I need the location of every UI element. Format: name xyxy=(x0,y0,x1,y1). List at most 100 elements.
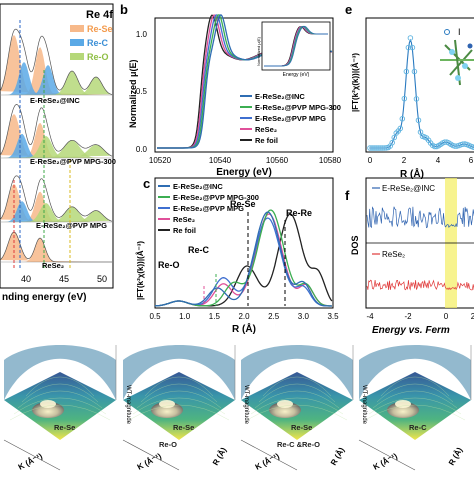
panel-b-x-tick: 10540 xyxy=(209,156,232,165)
dos-series-line xyxy=(366,279,474,291)
legend-label-re-c: Re-C xyxy=(87,38,109,48)
xps-component-peak xyxy=(0,35,111,95)
panel-b-x-label: Energy (eV) xyxy=(216,167,272,178)
panel-e-curve xyxy=(367,35,474,151)
panel-e-data-point xyxy=(405,44,412,51)
legend-swatch-re-c xyxy=(70,39,84,46)
xps-envelope xyxy=(0,175,113,222)
legend-label: ReSe₂ xyxy=(255,125,277,134)
panel-e-data-point xyxy=(415,117,422,124)
wavelet-surface-back xyxy=(241,345,353,400)
panel-e-data-point xyxy=(373,145,379,151)
panel-e-data-point xyxy=(452,143,458,149)
panel-e-data-point xyxy=(375,145,381,151)
wavelet-surface-back xyxy=(4,345,116,400)
panel-b-legend: E-ReSe₂@INC E-ReSe₂@PVP MPG-300 E-ReSe₂@PV… xyxy=(240,92,341,145)
panel-f-x-tick: 2 xyxy=(471,312,474,321)
panel-e-data-point xyxy=(391,134,397,141)
inset-x-label: Energy (eV) xyxy=(283,72,310,78)
panel-c-x-tick: 2.5 xyxy=(268,312,280,321)
wavelet-axis xyxy=(3,439,61,471)
wavelet-axis xyxy=(122,439,180,471)
wavelet-peak-label: Re-C xyxy=(409,423,427,432)
wavelet-peak-label: Re-Se xyxy=(54,423,75,432)
panel-f: f E-ReSe₂@INC ReSe₂ DOS -4 -2 0 2 Energy… xyxy=(345,177,474,336)
wavelet-contour xyxy=(250,397,344,415)
wavelet-contour xyxy=(25,376,95,397)
xps-component-peak xyxy=(0,144,111,158)
wavelet-peak-label: Re-Se xyxy=(291,423,312,432)
legend-label-re-o: Re-O xyxy=(87,52,109,62)
xps-x-tick: 40 xyxy=(21,274,31,284)
wavelet-r-label: R (Å) xyxy=(329,446,347,467)
xps-component-peak xyxy=(0,136,111,158)
panel-f-y-label: DOS xyxy=(350,235,360,255)
wavelet-r-label: R (Å) xyxy=(447,446,465,467)
panel-b-x-tick: 10520 xyxy=(149,156,172,165)
panel-b-frame xyxy=(154,17,334,153)
wavelet-contour xyxy=(246,404,348,421)
legend-label: E-ReSe₂@INC xyxy=(255,92,305,101)
panel-c-y-label: |FT(k²χ(k))|(Å⁻³) xyxy=(136,241,145,300)
ft-curves xyxy=(154,209,333,307)
panel-c-x-ticks: 0.5 1.0 1.5 2.0 2.5 3.0 3.5 xyxy=(149,312,339,321)
wavelet-contour xyxy=(13,397,107,415)
inset-series-line xyxy=(264,25,328,67)
panel-c-x-tick: 1.0 xyxy=(179,312,191,321)
xps-sample-label: E-ReSe₂@PVP MPG xyxy=(36,221,107,230)
wavelet-peak-top xyxy=(40,400,56,408)
panel-b-x-tick: 10580 xyxy=(319,156,342,165)
wavelet-surface-back xyxy=(123,345,235,400)
wavelet-contour xyxy=(380,376,450,397)
panel-b-x-tick: 10560 xyxy=(266,156,289,165)
panel-e-x-tick: 6 xyxy=(469,156,474,165)
panel-e-data-point xyxy=(371,145,377,151)
panel-c-letter: c xyxy=(143,176,150,191)
panel-f-letter: f xyxy=(345,188,350,203)
wavelet-peak-label: Re-Se xyxy=(173,423,194,432)
wavelet-panel: Re-CK (Å⁻¹) R (Å)WT-magnitude xyxy=(358,345,472,472)
panel-f-x-tick: -4 xyxy=(366,312,374,321)
xps-sample-label: ReSe₂ xyxy=(42,261,64,270)
wavelet-peak xyxy=(32,402,64,418)
panel-c-x-tick: 0.5 xyxy=(149,312,161,321)
xps-component-peak xyxy=(0,206,111,222)
panel-a: Re 4f Re-Se Re-C Re-O E-ReSe₂@INC E-ReSe… xyxy=(0,3,116,303)
wavelet-contour xyxy=(21,383,99,403)
legend-swatch-re-o xyxy=(70,53,84,60)
panel-e-data-point xyxy=(411,68,418,75)
wavelet-z-label: WT-magnitude xyxy=(243,385,249,425)
legend-swatch-re-se xyxy=(70,25,84,32)
panel-e-x-tick: 0 xyxy=(368,156,373,165)
panel-c-x-tick: 3.0 xyxy=(298,312,310,321)
wavelet-peak xyxy=(269,402,301,418)
wavelet-peak-label: Re-O xyxy=(159,440,177,449)
inset-y-label: Normalized μ(E) xyxy=(256,36,261,66)
wavelet-contour xyxy=(364,404,466,421)
xps-envelope xyxy=(0,28,113,95)
panel-e: e |FT(k²χ(k))|(Å⁻³) I 0 2 4 6 R (Å) xyxy=(345,2,474,180)
xps-component-peak xyxy=(0,232,111,262)
wavelet-contour xyxy=(9,404,111,421)
xps-x-label: nding energy (eV) xyxy=(2,292,86,303)
panel-e-data-point xyxy=(399,116,406,122)
xps-component-peak xyxy=(0,65,111,95)
panel-c-x-tick: 2.0 xyxy=(238,312,250,321)
legend-label-re-se: Re-Se xyxy=(87,24,113,34)
panel-c-x-label: R (Å) xyxy=(232,322,256,335)
legend-label: Re foil xyxy=(255,136,278,145)
panel-c-frame xyxy=(154,177,334,309)
panel-c: c |FT(k²χ(k))|(Å⁻³) E-ReSe₂@INC E-ReSe₂@P… xyxy=(136,176,339,335)
inset-curves xyxy=(264,25,328,67)
dos-series-label: E-ReSe₂@INC xyxy=(382,184,435,193)
panel-a-title: Re 4f xyxy=(86,9,113,21)
xps-sample-label: E-ReSe₂@PVP MPG-300 xyxy=(30,157,116,166)
wavelet-peak-label: Re-C &Re-O xyxy=(277,440,320,449)
wavelet-contour xyxy=(368,397,462,415)
wavelet-axis xyxy=(358,439,416,471)
wavelet-r-label: R (Å) xyxy=(211,446,229,467)
panel-b-inset xyxy=(261,21,331,71)
